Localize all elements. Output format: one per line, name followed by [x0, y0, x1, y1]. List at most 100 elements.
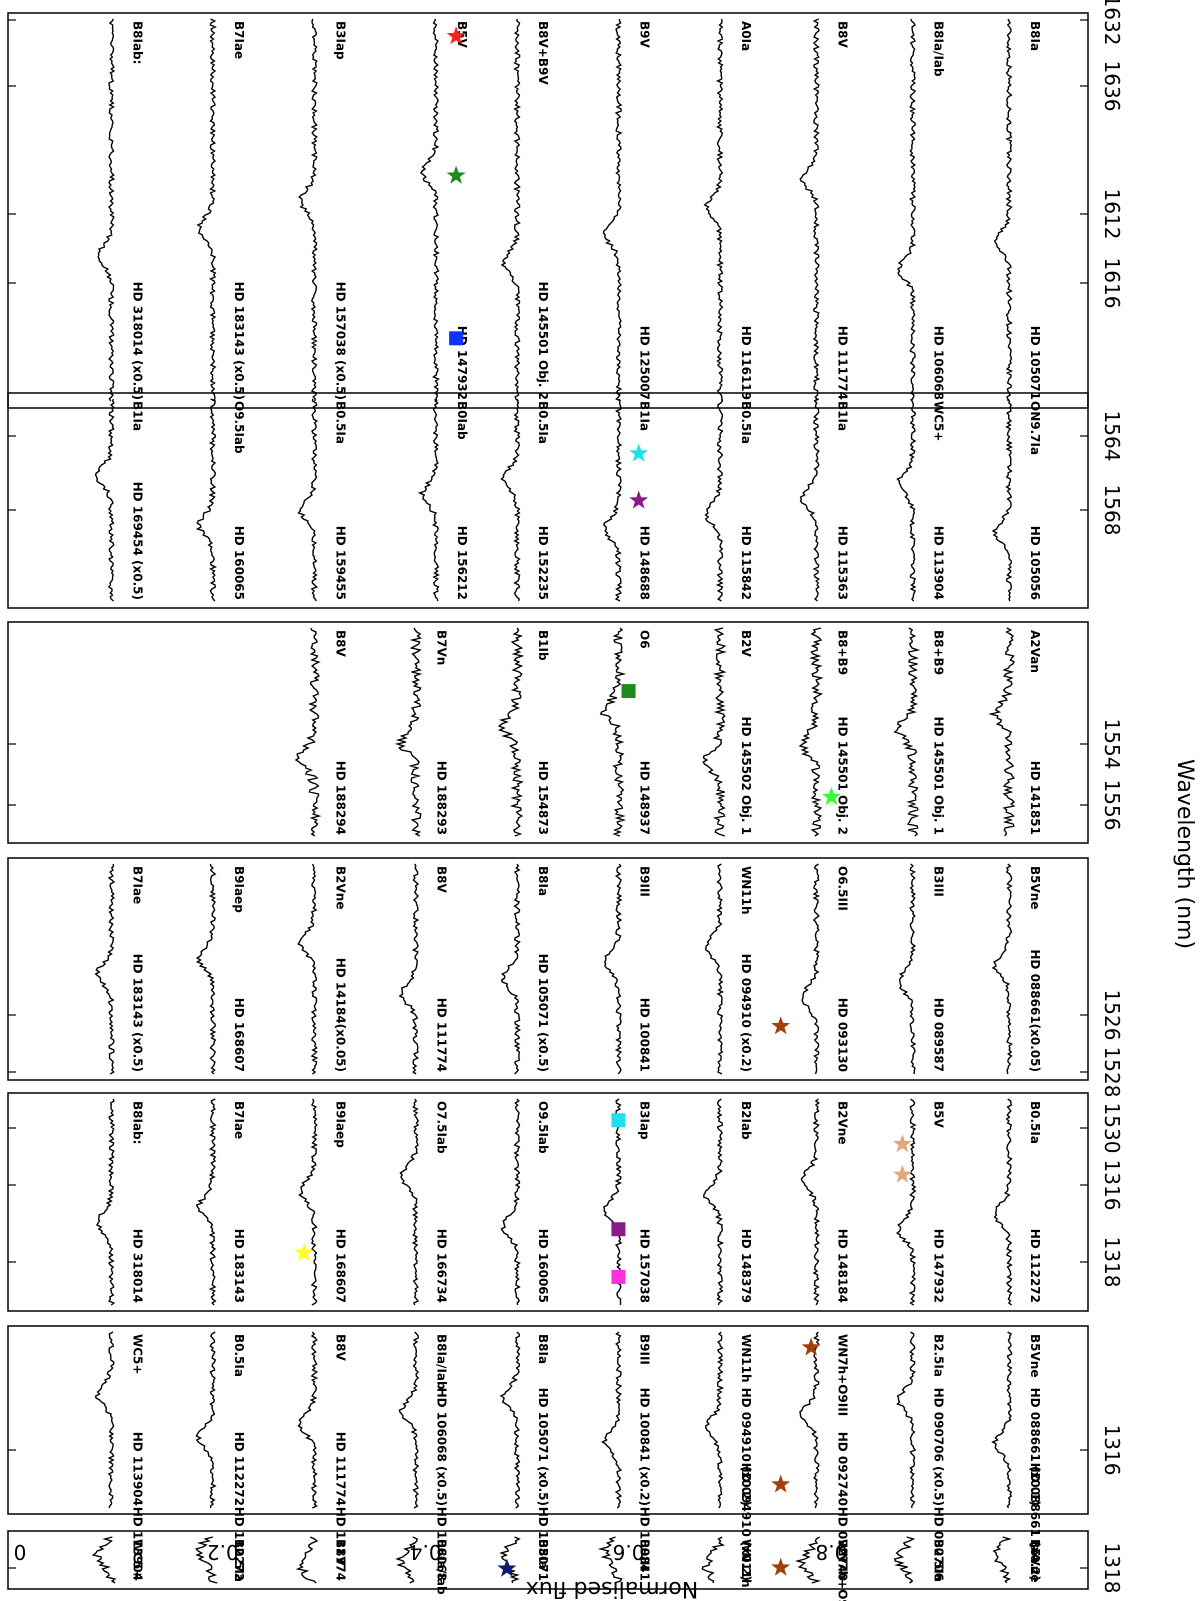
- spectrum-line: [96, 1098, 116, 1306]
- spectral-type-label: WN7h+O9III: [835, 1334, 849, 1416]
- spectrum-id-label: HD 093130: [835, 998, 849, 1072]
- spectrum-id-label: HD 111774: [333, 1507, 347, 1581]
- spectrum-id-label: HD 116119: [739, 326, 753, 400]
- spectral-type-label: WN11h: [739, 1334, 753, 1383]
- spectral-type-label: B3Iap: [638, 1101, 652, 1140]
- spectrum-id-label: HD 166734: [435, 1229, 449, 1303]
- spectrum-id-label: HD 14184(x0.05): [333, 958, 347, 1072]
- spectrum-line: [298, 18, 318, 402]
- spectral-type-label: B8+B9: [835, 630, 849, 675]
- spectrum-line: [799, 18, 821, 402]
- spectral-type-label: B2Vne: [333, 866, 347, 909]
- spectrum-id-label: HD 147932: [932, 1229, 946, 1303]
- spectrum-id-label: HD 318014: [130, 1229, 144, 1303]
- y-tick-label: 0.2: [207, 1540, 239, 1564]
- spectrum-id-label: HD 088661 (x0.1): [1028, 1388, 1042, 1506]
- spectrum-id-label: HD 157038 (x0.5): [333, 282, 347, 400]
- spectrum-line: [801, 863, 821, 1075]
- spectrum-id-label: HD 188294: [333, 761, 347, 835]
- spectral-type-label: WN11h: [739, 1539, 753, 1588]
- spectrum-line: [195, 863, 217, 1075]
- spectrum-line: [701, 1536, 726, 1584]
- spectrum-id-label: HD 160065: [232, 526, 246, 600]
- spectrum-line: [394, 627, 423, 837]
- spectral-type-label: B9III: [638, 1334, 652, 1365]
- spectral-type-label: B8Ia: [536, 1334, 550, 1364]
- spectral-type-label: WC5+: [130, 1539, 144, 1579]
- panel-frame: [7, 12, 1089, 409]
- spectrum-line: [295, 1536, 319, 1584]
- spectrum-id-label: HD 111774: [835, 326, 849, 400]
- spectrum-id-label: HD 183143: [232, 1229, 246, 1303]
- spectrum-line: [703, 18, 724, 402]
- spectrum-line: [992, 1536, 1012, 1584]
- line-marker-star: [294, 1243, 314, 1262]
- spectrum-id-label: HD 148937: [638, 761, 652, 835]
- spectrum-id-label: HD 113904: [130, 1507, 144, 1581]
- spectral-type-label: B8V: [333, 1334, 347, 1361]
- spectral-type-label: B8V: [435, 866, 449, 893]
- spectrum-id-label: HD 094910 (x0.2): [739, 1463, 753, 1581]
- spectrum-id-label: HD 148184: [835, 1229, 849, 1303]
- spectrum-id-label: HD 106068: [932, 326, 946, 400]
- spectrum-id-label: HD 088661 (x0.2): [1028, 1463, 1042, 1581]
- spectrum-line: [500, 18, 521, 402]
- spectrum-id-label: HD 100841: [638, 998, 652, 1072]
- spectrum-line: [702, 627, 727, 837]
- spectrum-id-label: HD 111774: [333, 1432, 347, 1506]
- spectrum-line: [398, 863, 420, 1075]
- panel-frame: [7, 621, 1089, 844]
- spectrum-line: [298, 1098, 318, 1306]
- x-tick-label: 1530: [1100, 1103, 1124, 1154]
- panel-frame: [7, 857, 1089, 1081]
- spectral-type-label: WN7h+O9III: [835, 1539, 849, 1601]
- spectrum-id-label: HD 148379: [739, 1229, 753, 1303]
- spectrum-line: [297, 398, 318, 602]
- y-axis-label: Normalised flux: [526, 1576, 699, 1601]
- line-marker-star: [497, 1558, 517, 1577]
- line-marker-square: [621, 684, 636, 699]
- spectrum-id-label: HD 094910 (x0.2): [739, 1388, 753, 1506]
- spectrum-line: [94, 398, 115, 602]
- spectrum-line: [800, 1098, 821, 1306]
- spectrum-id-label: HD 188293: [435, 761, 449, 835]
- spectral-type-label: B9V: [638, 21, 652, 48]
- x-tick-label: 1316: [1100, 1160, 1124, 1211]
- spectrum-line: [602, 18, 623, 402]
- spectrum-line: [497, 627, 525, 837]
- spectral-type-label: B8Ia: [536, 866, 550, 896]
- spectrum-id-label: HD 145501 Obj. 1: [932, 717, 946, 835]
- spectral-type-label: B8V+B9V: [536, 21, 550, 85]
- spectrum-line: [297, 1331, 319, 1509]
- x-tick-label: 1556: [1100, 780, 1124, 831]
- spectral-type-label: B7Iae: [232, 21, 246, 59]
- spectrum-id-label: HD 106068 (x0.5): [435, 1388, 449, 1506]
- spectrum-id-label: HD 168607: [232, 998, 246, 1072]
- spectrum-line: [419, 18, 440, 402]
- spectrum-id-label: HD 112272: [232, 1432, 246, 1506]
- line-marker-star: [892, 1134, 912, 1153]
- spectrum-line: [794, 1536, 822, 1584]
- spectral-type-label: B2V: [739, 630, 753, 657]
- spectral-type-label: B2Vne: [835, 1101, 849, 1144]
- spectrum-line: [500, 863, 522, 1075]
- spectrum-line: [991, 863, 1013, 1075]
- spectral-type-label: WC5+: [130, 1334, 144, 1374]
- spectrum-line: [604, 863, 623, 1075]
- spectral-type-label: B0.5Ia: [232, 1334, 246, 1377]
- spectrum-id-label: HD 115363: [835, 526, 849, 600]
- spectrum-id-label: HD 113904: [130, 1432, 144, 1506]
- spectrum-id-label: HD 090706: [932, 1507, 946, 1581]
- spectrum-id-label: HD 089587: [932, 998, 946, 1072]
- x-tick-label: 1612: [1100, 189, 1124, 240]
- spectrum-line: [417, 398, 440, 602]
- spectrum-line: [893, 1536, 916, 1584]
- spectral-type-label: B8V: [333, 630, 347, 657]
- spectral-type-label: B9Iaep: [232, 866, 246, 913]
- spectral-type-label: O7.5Iab: [435, 1101, 449, 1154]
- spectral-type-label: B9Iaep: [333, 1101, 347, 1148]
- spectrum-line: [196, 18, 217, 402]
- line-marker-star: [629, 443, 649, 462]
